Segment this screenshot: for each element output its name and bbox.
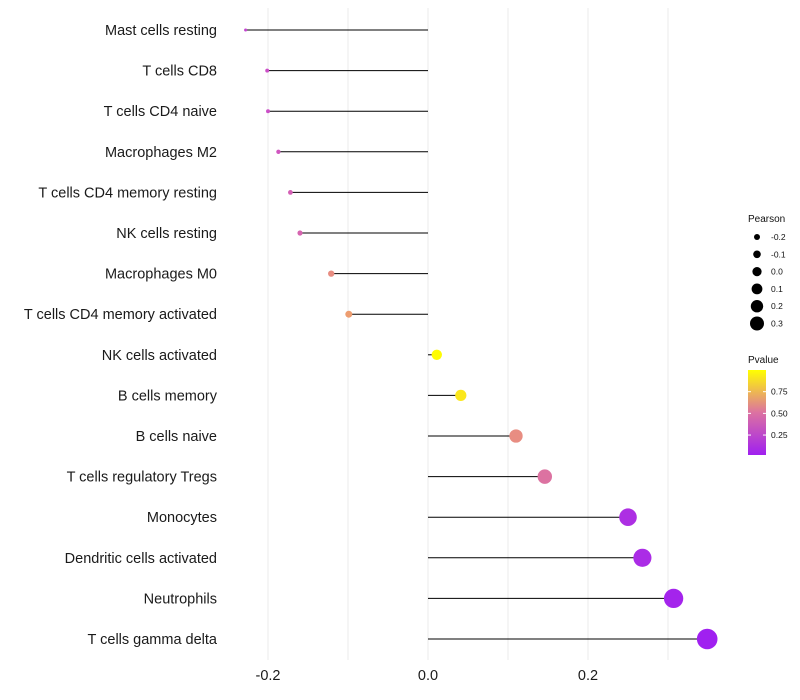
pvalue-legend-label: 0.50 [771,408,788,418]
grid-lines [267,8,669,660]
pearson-legend-key [750,316,764,331]
category-label: T cells CD4 memory activated [24,307,217,323]
category-label: Neutrophils [144,591,217,607]
x-tick-label: 0.2 [578,668,598,684]
category-label: B cells memory [118,388,218,404]
lollipop-point [276,149,281,154]
lollipop-point [633,548,652,567]
category-label: NK cells activated [102,348,217,364]
category-label: NK cells resting [116,226,217,242]
category-label: Mast cells resting [105,23,217,39]
category-label: T cells CD4 memory resting [38,185,217,201]
pearson-legend-key [750,300,764,313]
pearson-legend-label: 0.2 [771,301,783,311]
y-axis-category-labels: Mast cells resting T cells CD8 T cells CD4… [24,23,218,648]
category-label: T cells gamma delta [88,632,218,648]
pvalue-legend-title: Pvalue [748,355,779,366]
category-label: Monocytes [147,510,217,526]
x-tick-label: 0.0 [418,668,438,684]
lollipop-point [244,28,248,32]
lollipop-points [244,28,718,650]
pearson-legend-key [752,267,762,277]
pearson-legend-key [751,283,763,295]
lollipop-point [328,270,335,277]
lollipop-point [537,469,553,484]
lollipop-point [265,68,270,73]
category-label: B cells naive [136,429,217,445]
lollipop-point [288,190,293,195]
pvalue-legend-label: 0.75 [771,387,788,397]
category-label: T cells CD4 naive [104,104,217,120]
pearson-legend-key [753,250,761,259]
pearson-legend-key [754,234,760,240]
lollipop-point [431,349,442,360]
lollipop-point [345,310,353,318]
category-label: T cells regulatory Tregs [67,470,217,486]
category-label: T cells CD8 [142,64,217,80]
pearson-legend-label: -0.1 [771,249,786,259]
pearson-legend-label: 0.1 [771,284,783,294]
lollipop-point [266,109,270,114]
pearson-legend-title: Pearson [748,214,785,225]
pearson-legend-label: 0.3 [771,319,783,329]
pvalue-color-legend: Pvalue 0.75 0.50 0.25 [748,355,788,455]
lollipop-point [663,588,684,609]
category-label: Macrophages M2 [105,145,217,161]
lollipop-point [297,230,303,236]
pearson-legend-label: 0.0 [771,267,783,277]
lollipop-point [509,429,523,443]
lollipop-point [619,508,637,526]
category-label: Macrophages M0 [105,267,217,283]
pearson-size-legend: Pearson -0.2 -0.1 0.0 0.1 0.2 0.3 [748,214,786,331]
pearson-legend-label: -0.2 [771,232,786,242]
lollipop-point [696,628,718,650]
pvalue-legend-label: 0.25 [771,430,788,440]
lollipop-point [455,389,467,402]
x-axis-tick-labels: -0.2 0.0 0.2 [256,668,599,684]
lollipop-stems [245,29,708,640]
pvalue-colorbar [748,370,766,455]
category-label: Dendritic cells activated [65,551,217,567]
x-tick-label: -0.2 [256,668,281,684]
